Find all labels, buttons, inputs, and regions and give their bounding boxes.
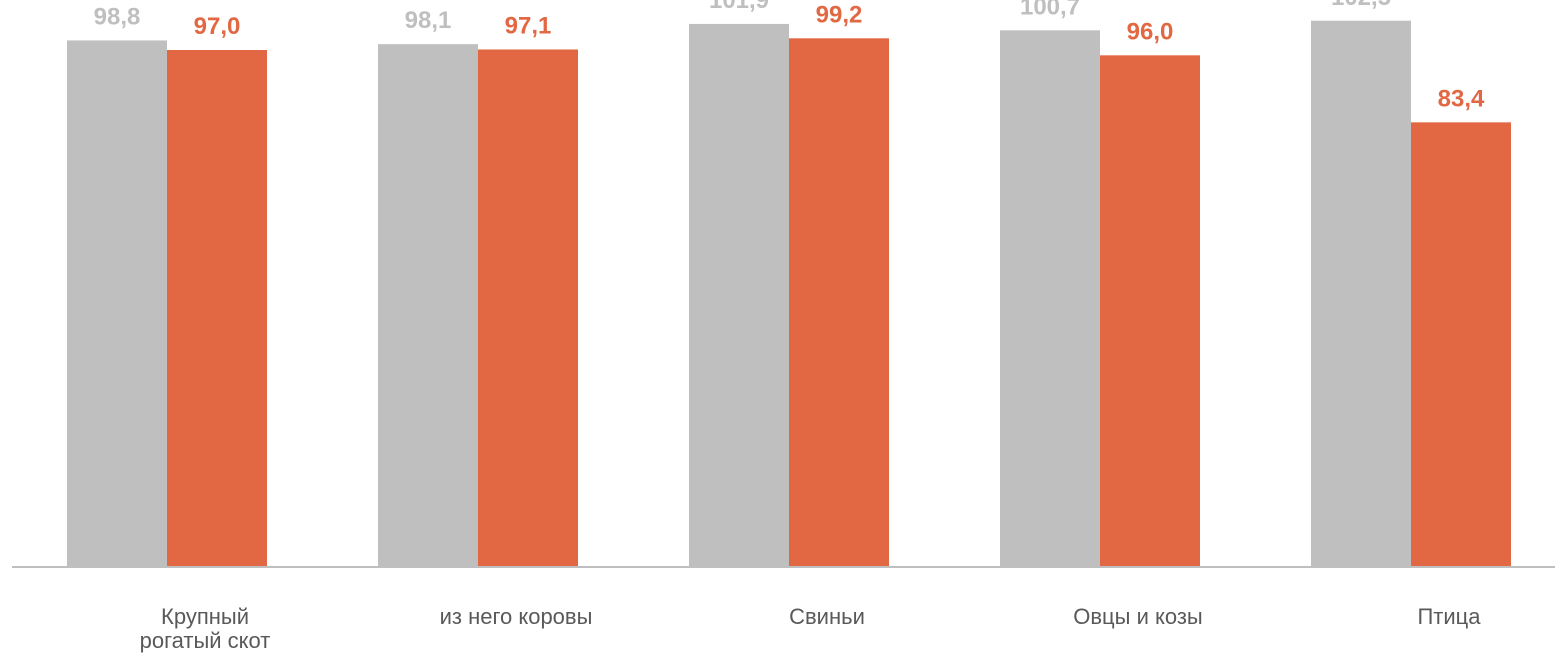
data-label-series-2-3: 99,2	[816, 1, 863, 28]
bar-series-1-2	[378, 44, 478, 566]
data-label-series-2-4: 96,0	[1127, 18, 1174, 45]
category-label-4: Овцы и козы	[1073, 604, 1203, 629]
bar-series-2-2	[478, 49, 578, 567]
bar-series-1-5	[1311, 20, 1411, 567]
data-label-series-1-3: 101,9	[709, 0, 769, 14]
data-label-series-1-5: 102,5	[1331, 0, 1391, 11]
data-label-series-1-2: 98,1	[405, 7, 452, 34]
data-label-series-2-2: 97,1	[505, 12, 552, 39]
bar-series-1-1	[67, 40, 167, 566]
bar-series-2-5	[1411, 122, 1511, 567]
data-label-series-2-5: 83,4	[1438, 85, 1485, 112]
data-label-series-1-1: 98,8	[94, 3, 141, 30]
category-label-2: из него коровы	[440, 604, 593, 629]
bar-series-2-4	[1100, 55, 1200, 567]
bar-series-2-1	[167, 50, 267, 566]
data-label-series-2-1: 97,0	[194, 13, 241, 40]
bar-series-1-4	[1000, 30, 1100, 567]
category-label-5: Птица	[1417, 604, 1481, 629]
category-label-1: Крупный рогатый скот	[140, 604, 271, 653]
bar-series-1-3	[689, 23, 789, 566]
bar-series-2-3	[789, 38, 889, 566]
data-label-series-1-4: 100,7	[1020, 0, 1080, 20]
category-label-3: Свиньи	[789, 604, 865, 629]
